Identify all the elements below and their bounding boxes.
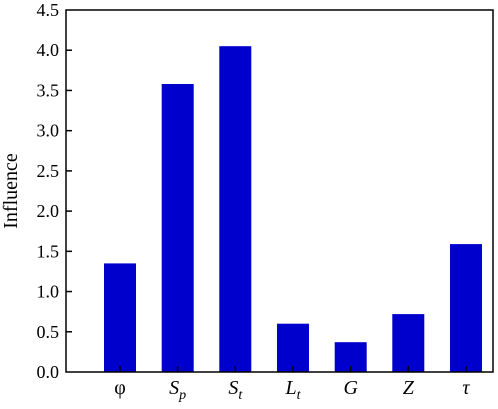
y-tick-label: 3.5 [37,80,60,100]
y-axis-title: Influence [0,153,22,229]
bar-3 [277,323,309,372]
x-tick-label: Z [403,377,415,399]
y-tick-label: 0.0 [37,362,60,382]
y-tick-label: 2.5 [37,161,60,181]
x-tick-label: Lt [284,377,301,403]
x-tick-label: τ [462,377,470,399]
y-tick-label: 1.0 [37,282,60,302]
x-tick-label: Sp [169,377,186,403]
y-tick-label: 0.5 [37,322,60,342]
y-ticks-group: 0.0 0.5 1.0 1.5 2.0 2.5 3.0 3.5 4.0 4.5 [37,0,72,382]
y-tick-label: 2.0 [37,201,60,221]
bar-6 [450,244,482,372]
y-tick-label: 3.0 [37,121,60,141]
bar-0 [104,263,136,372]
x-tick-label: St [228,377,243,403]
y-tick-label: 4.0 [37,40,60,60]
x-tick-label: φ [114,377,126,399]
x-tick-label: G [343,377,358,399]
plot-frame [65,9,494,373]
y-tick-label: 1.5 [37,241,60,261]
bar-2 [219,46,252,372]
bar-5 [392,314,425,372]
y-tick-label: 4.5 [37,0,60,20]
bars-group [104,46,482,372]
bar-1 [161,84,194,372]
